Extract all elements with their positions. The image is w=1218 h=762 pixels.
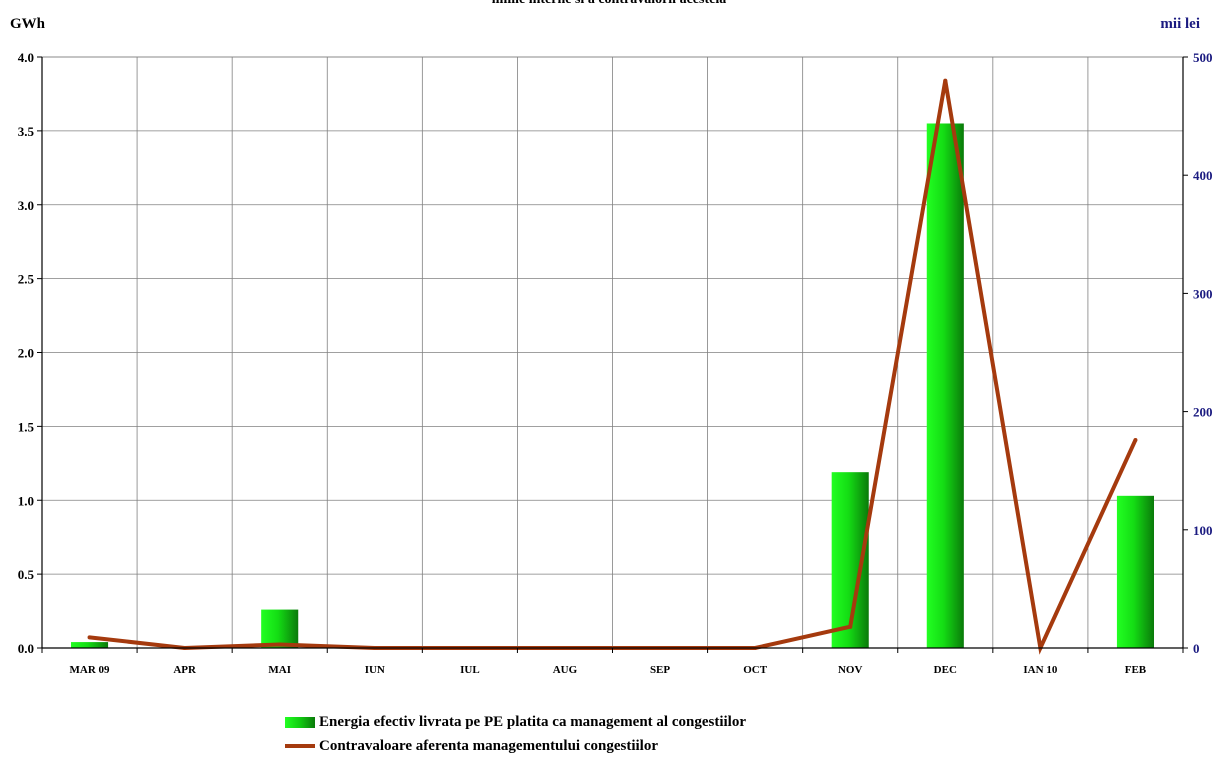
bar	[71, 642, 109, 648]
bar	[261, 609, 299, 648]
legend-line-swatch	[285, 744, 315, 748]
left-tick-label: 0.5	[18, 567, 35, 582]
x-tick-label: MAR 09	[70, 664, 111, 676]
bar	[926, 123, 964, 649]
left-tick-label: 2.5	[18, 272, 35, 287]
x-tick-label: SEP	[650, 664, 670, 676]
bar	[1116, 495, 1154, 648]
chart-title: liniile interne si a contravalorii acest…	[0, 0, 1218, 8]
x-tick-label: AUG	[553, 664, 578, 676]
legend-item-bars: Energia efectiv livrata pe PE platita ca…	[285, 710, 746, 734]
x-tick-label: FEB	[1125, 664, 1147, 676]
axes	[37, 56, 1188, 653]
legend-line-label: Contravaloare aferenta managementului co…	[319, 737, 658, 754]
left-tick-label: 1.5	[18, 419, 35, 434]
legend-bar-swatch	[285, 716, 315, 728]
left-tick-label: 0.0	[18, 641, 34, 656]
left-tick-label: 3.0	[18, 198, 34, 213]
right-tick-label: 200	[1193, 405, 1213, 420]
left-tick-label: 4.0	[18, 50, 34, 65]
combo-chart: 0.0 0.5 1.0 1.5 2.0 2.5 3.0 3.5 4.0 0 100 200 300 400…	[18, 50, 1213, 676]
left-tick-label: 1.0	[18, 493, 34, 508]
right-tick-label: 300	[1193, 286, 1213, 301]
right-tick-label: 500	[1193, 50, 1213, 65]
axis-labels: 0.0 0.5 1.0 1.5 2.0 2.5 3.0 3.5 4.0 0 100 200 300 400…	[18, 50, 1213, 676]
line-point	[87, 635, 92, 640]
x-tick-label: OCT	[743, 664, 768, 676]
legend-item-line: Contravaloare aferenta managementului co…	[285, 734, 746, 758]
line-point	[1133, 437, 1138, 442]
right-tick-label: 0	[1193, 641, 1200, 656]
x-tick-label: IAN 10	[1023, 664, 1057, 676]
x-tick-label: IUL	[460, 664, 480, 676]
left-axis-unit: GWh	[10, 16, 46, 32]
line-point	[943, 78, 948, 83]
legend: Energia efectiv livrata pe PE platita ca…	[285, 710, 746, 758]
right-tick-label: 400	[1193, 168, 1213, 183]
legend-bar-label: Energia efectiv livrata pe PE platita ca…	[319, 713, 746, 730]
right-tick-label: 100	[1193, 523, 1213, 538]
x-tick-label: NOV	[838, 664, 863, 676]
x-tick-label: IUN	[365, 664, 385, 676]
left-tick-label: 3.5	[18, 124, 35, 139]
right-axis-unit: mii lei	[1160, 16, 1200, 32]
x-tick-label: APR	[173, 664, 197, 676]
line-point	[277, 642, 282, 647]
line-point	[848, 624, 853, 629]
x-tick-label: DEC	[934, 664, 957, 676]
x-tick-label: MAI	[268, 664, 291, 676]
left-tick-label: 2.0	[18, 346, 34, 361]
grid-lines	[42, 56, 1183, 649]
